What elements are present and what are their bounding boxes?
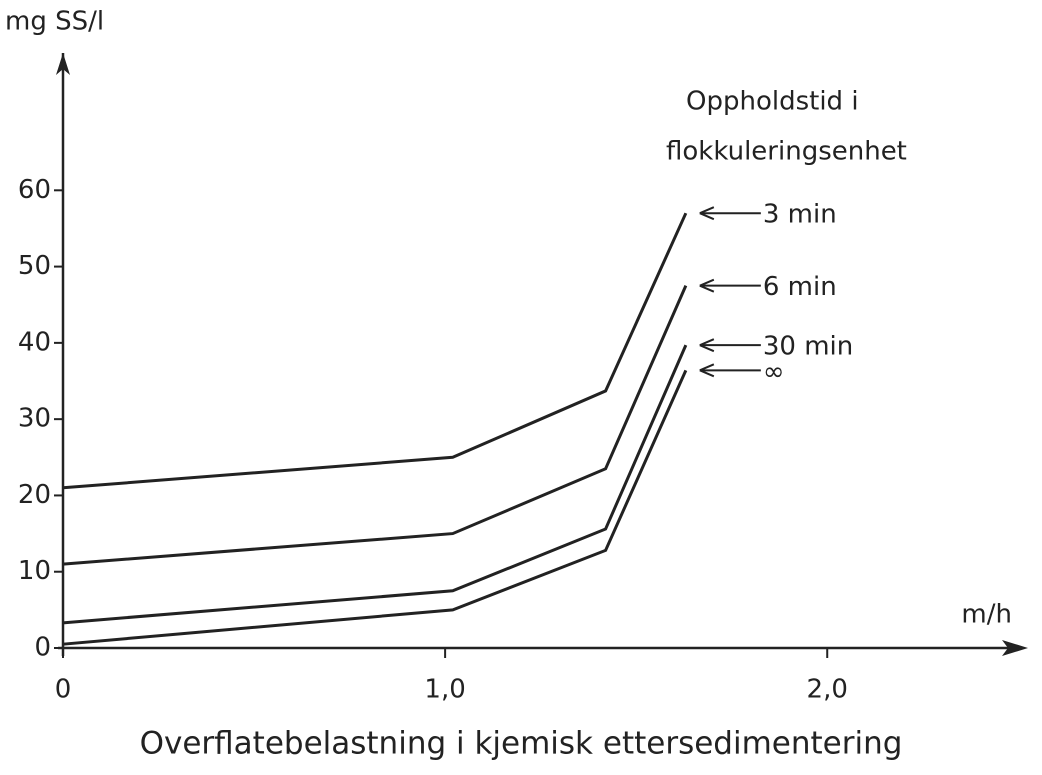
chart-title: Overflatebelastning i kjemisk ettersedim… (140, 726, 903, 762)
y-tick-label: 40 (18, 327, 51, 357)
legend-arrowhead (699, 206, 715, 221)
y-axis-arrow (56, 53, 70, 75)
y-tick-label: 30 (18, 404, 51, 434)
line-series (62, 369, 688, 646)
line-series (62, 212, 688, 490)
legend-arrowhead (699, 338, 715, 353)
x-axis-arrow (1002, 640, 1028, 656)
x-axis-label: m/h (961, 600, 1012, 630)
x-tick-label: 0 (55, 675, 72, 705)
legend-title: Oppholdstid i (686, 87, 859, 117)
legend-arrowhead (699, 278, 715, 293)
legend-label: 30 min (763, 332, 853, 362)
legend-title: flokkuleringsenhet (666, 137, 907, 167)
y-axis-label: mg SS/l (5, 7, 104, 37)
line-series (62, 285, 688, 566)
legend-arrowhead (699, 363, 715, 378)
x-tick-label: 1,0 (424, 675, 465, 705)
line-series (62, 344, 688, 625)
x-tick-label: 2,0 (807, 675, 848, 705)
y-tick-label: 50 (18, 251, 51, 281)
y-tick-label: 0 (34, 633, 51, 663)
legend-label: 6 min (763, 272, 837, 302)
y-tick-label: 10 (18, 556, 51, 586)
y-tick-label: 20 (18, 480, 51, 510)
legend-label: ∞ (763, 357, 785, 387)
legend-label: 3 min (763, 200, 837, 230)
y-tick-label: 60 (18, 175, 51, 205)
